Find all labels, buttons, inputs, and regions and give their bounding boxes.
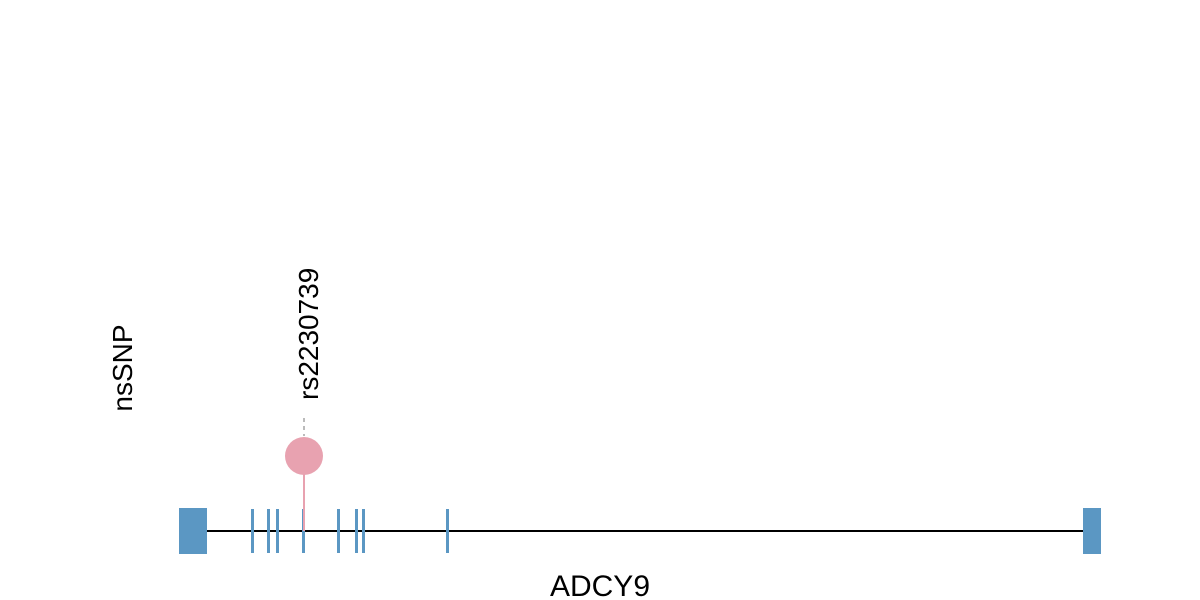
exon-block (1083, 508, 1101, 554)
exon-block (179, 508, 207, 554)
exon-tick (362, 509, 365, 553)
exon-tick (355, 509, 358, 553)
snp-label: rs2230739 (293, 268, 324, 400)
exon-tick (251, 509, 254, 553)
snp-circle (285, 437, 323, 475)
track-label: nsSNP (107, 324, 138, 411)
gene-name-label: ADCY9 (550, 570, 650, 600)
snp-marker-group: rs2230739 (285, 268, 324, 531)
exon-tick (446, 509, 449, 553)
exon-tick (276, 509, 279, 553)
exon-tick (337, 509, 340, 553)
exon-tick (267, 509, 270, 553)
